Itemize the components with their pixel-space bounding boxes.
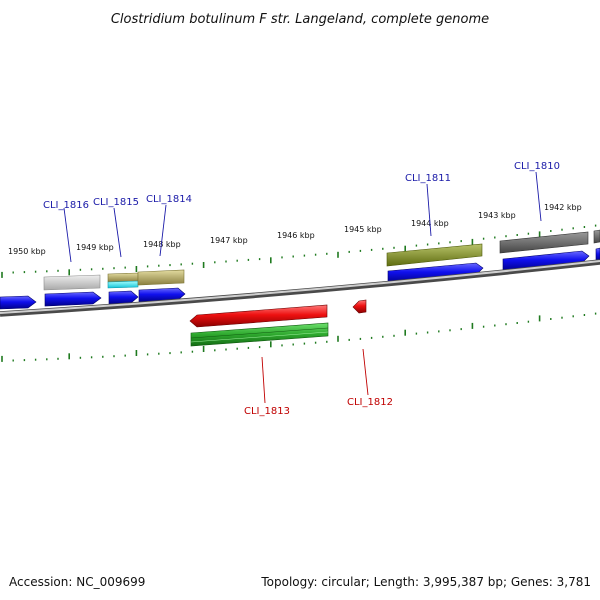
cds-arrow[interactable] <box>0 295 37 310</box>
leader-line <box>63 207 72 263</box>
feature-block[interactable] <box>190 322 329 347</box>
tick-marks-forward <box>1 224 597 278</box>
feature-block[interactable] <box>107 272 139 283</box>
feature-block[interactable] <box>593 229 600 244</box>
gene-label-reverse[interactable]: CLI_1813 <box>244 406 290 417</box>
feature-block[interactable] <box>386 243 483 267</box>
kbp-label: 1946 kbp <box>277 231 315 240</box>
kbp-label: 1943 kbp <box>478 211 516 220</box>
cds-arrow[interactable] <box>502 250 590 272</box>
leader-line <box>159 204 167 257</box>
kbp-label: 1945 kbp <box>344 225 382 234</box>
leader-line <box>426 183 432 237</box>
leader-line <box>113 207 122 258</box>
gene-label-forward[interactable]: CLI_1816 <box>43 200 89 211</box>
gene-label-reverse[interactable]: CLI_1812 <box>347 397 393 408</box>
cds-arrow[interactable] <box>352 299 367 314</box>
feature-row-upper <box>43 229 600 291</box>
feature-stripe <box>190 331 329 343</box>
gene-label-forward[interactable]: CLI_1814 <box>146 194 192 205</box>
feature-stripe <box>190 327 329 339</box>
gene-label-forward[interactable]: CLI_1810 <box>514 161 560 172</box>
genome-summary-text: Topology: circular; Length: 3,995,387 bp… <box>260 575 591 589</box>
kbp-labels: 1950 kbp 1949 kbp 1948 kbp 1947 kbp 1946… <box>8 203 582 256</box>
genome-backbone-highlight <box>0 260 600 314</box>
kbp-label: 1949 kbp <box>76 243 114 252</box>
leader-line <box>535 171 542 222</box>
kbp-label: 1950 kbp <box>8 247 46 256</box>
feature-block[interactable] <box>107 280 139 289</box>
cds-arrow[interactable] <box>138 287 186 303</box>
gene-label-forward[interactable]: CLI_1811 <box>405 173 451 184</box>
kbp-label: 1942 kbp <box>544 203 582 212</box>
kbp-label: 1948 kbp <box>143 240 181 249</box>
cds-arrow[interactable] <box>108 290 139 305</box>
label-leaders <box>63 171 542 404</box>
map-title: Clostridium botulinum F str. Langeland, … <box>111 12 489 27</box>
tick-marks-reverse <box>1 312 597 362</box>
kbp-label: 1947 kbp <box>210 236 248 245</box>
gene-labels: CLI_1816 CLI_1815 CLI_1814 CLI_1811 CLI_… <box>43 161 560 417</box>
cds-arrow[interactable] <box>189 304 328 328</box>
cds-row-reverse <box>189 299 367 328</box>
leader-line <box>261 356 266 404</box>
feature-block[interactable] <box>137 269 185 286</box>
cds-arrow[interactable] <box>595 247 600 262</box>
accession-text: Accession: NC_009699 <box>9 575 145 589</box>
feature-row-lower <box>190 322 329 347</box>
gene-label-forward[interactable]: CLI_1815 <box>93 197 139 208</box>
leader-line <box>362 348 369 396</box>
cds-arrow[interactable] <box>44 291 102 307</box>
feature-block[interactable] <box>499 231 589 254</box>
feature-block[interactable] <box>43 274 101 291</box>
